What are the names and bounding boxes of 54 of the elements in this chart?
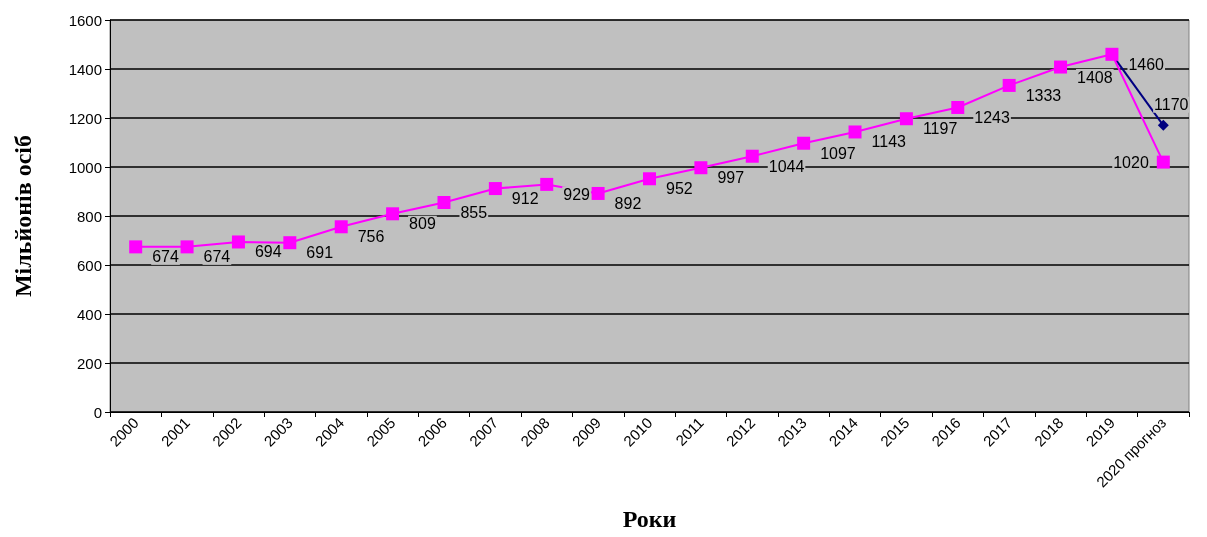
- point: [1156, 155, 1170, 169]
- point: [899, 112, 913, 126]
- data-label: 1170: [1154, 96, 1189, 114]
- point: [334, 220, 348, 234]
- y-tick-label: 0: [93, 403, 102, 421]
- data-label: 694: [254, 243, 282, 261]
- point: [180, 240, 194, 254]
- point: [591, 186, 605, 200]
- point: [129, 240, 143, 254]
- point: [951, 100, 965, 114]
- data-label: 912: [511, 190, 539, 208]
- data-label: 855: [460, 204, 488, 222]
- data-label: 1408: [1077, 68, 1113, 86]
- point: [745, 149, 759, 163]
- data-label: 691: [306, 244, 334, 262]
- x-axis-title: Роки: [622, 506, 677, 532]
- y-tick-label: 1400: [68, 60, 102, 78]
- data-label: 892: [614, 194, 642, 212]
- data-label: 952: [666, 180, 693, 198]
- point: [694, 161, 708, 175]
- y-tick-label: 200: [76, 354, 102, 372]
- point: [848, 125, 862, 139]
- point: [540, 177, 554, 191]
- point: [488, 182, 502, 196]
- data-label: 1460: [1128, 55, 1165, 73]
- data-label: 1333: [1025, 86, 1062, 104]
- data-label: 997: [717, 169, 745, 187]
- data-label: 1097: [820, 144, 856, 162]
- data-label: 1197: [922, 120, 958, 138]
- data-label: 756: [357, 228, 385, 246]
- point: [1157, 119, 1169, 131]
- point: [797, 136, 811, 150]
- point: [283, 236, 297, 250]
- y-tick-label: 600: [76, 256, 102, 274]
- data-label: 1020: [1113, 153, 1149, 171]
- point: [386, 207, 400, 221]
- data-label: 1044: [768, 157, 805, 175]
- y-axis-title: Мільйонів осіб: [10, 134, 36, 298]
- point: [231, 235, 245, 249]
- point: [1002, 78, 1016, 92]
- y-tick-label: 1600: [68, 11, 102, 29]
- point: [643, 172, 656, 186]
- data-label: 929: [563, 185, 591, 203]
- data-label: 809: [409, 215, 436, 233]
- data-label: 674: [203, 248, 231, 266]
- data-label: 674: [152, 248, 179, 266]
- data-label: 1143: [871, 133, 907, 151]
- y-tick-label: 1000: [68, 158, 102, 176]
- point: [1054, 60, 1068, 74]
- point: [437, 196, 451, 210]
- data-label: 1243: [974, 108, 1010, 126]
- y-tick-label: 800: [76, 207, 102, 225]
- y-tick-label: 1200: [68, 109, 102, 127]
- y-tick-label: 400: [76, 305, 102, 323]
